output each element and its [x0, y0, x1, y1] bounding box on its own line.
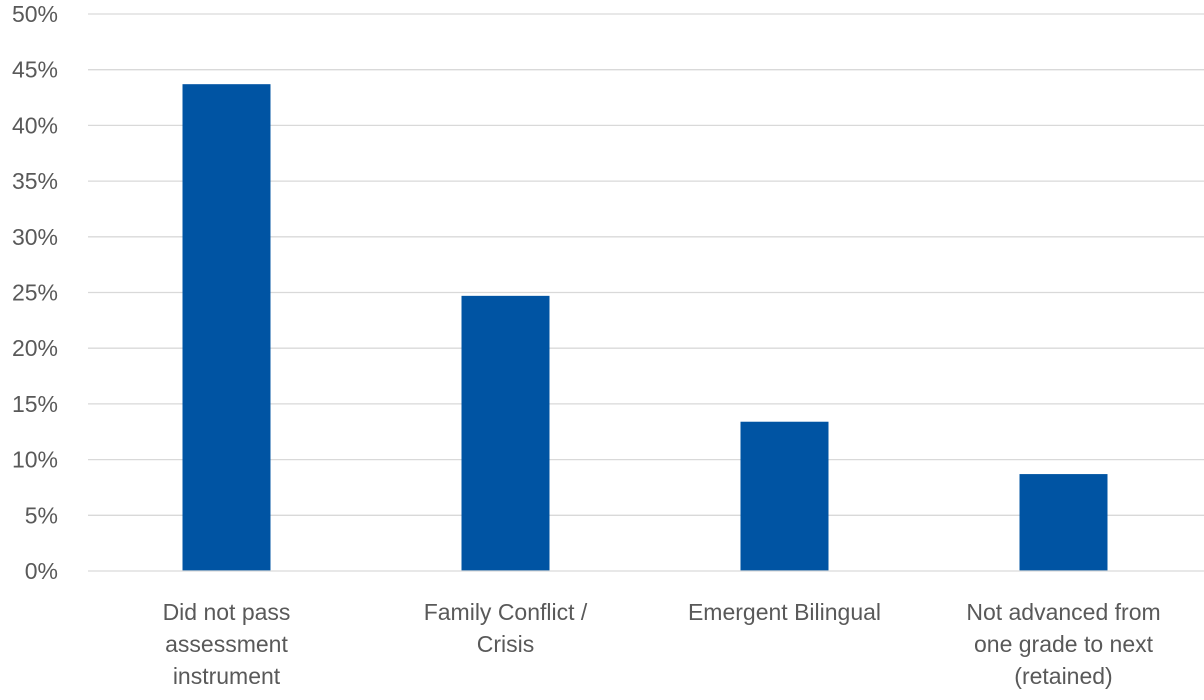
x-category-label: Did not pass assessment instrument — [163, 599, 291, 689]
y-tick-label: 30% — [12, 224, 58, 250]
x-axis-category-labels: Did not pass assessment instrument Family C… — [163, 599, 1161, 689]
y-tick-label: 0% — [25, 558, 58, 584]
bars — [182, 84, 1108, 571]
y-axis-tick-labels: 0% 5% 10% 15% 20% 25% 30% 35% 40% 45% 50% — [12, 1, 58, 584]
bar — [1019, 474, 1108, 571]
x-category-label: Emergent Bilingual — [688, 599, 881, 625]
y-tick-label: 5% — [25, 502, 58, 528]
x-category-label: Family Conflict / Crisis — [424, 599, 588, 657]
y-tick-label: 20% — [12, 335, 58, 361]
y-tick-label: 40% — [12, 112, 58, 138]
bar — [182, 84, 271, 571]
y-tick-label: 50% — [12, 1, 58, 27]
y-tick-label: 45% — [12, 57, 58, 83]
gridlines — [88, 13, 1204, 516]
bar — [740, 421, 829, 571]
y-tick-label: 35% — [12, 168, 58, 194]
y-tick-label: 25% — [12, 280, 58, 306]
bar — [461, 295, 550, 571]
x-category-label: Not advanced from one grade to next (retai… — [966, 599, 1160, 689]
y-tick-label: 10% — [12, 447, 58, 473]
y-tick-label: 15% — [12, 391, 58, 417]
